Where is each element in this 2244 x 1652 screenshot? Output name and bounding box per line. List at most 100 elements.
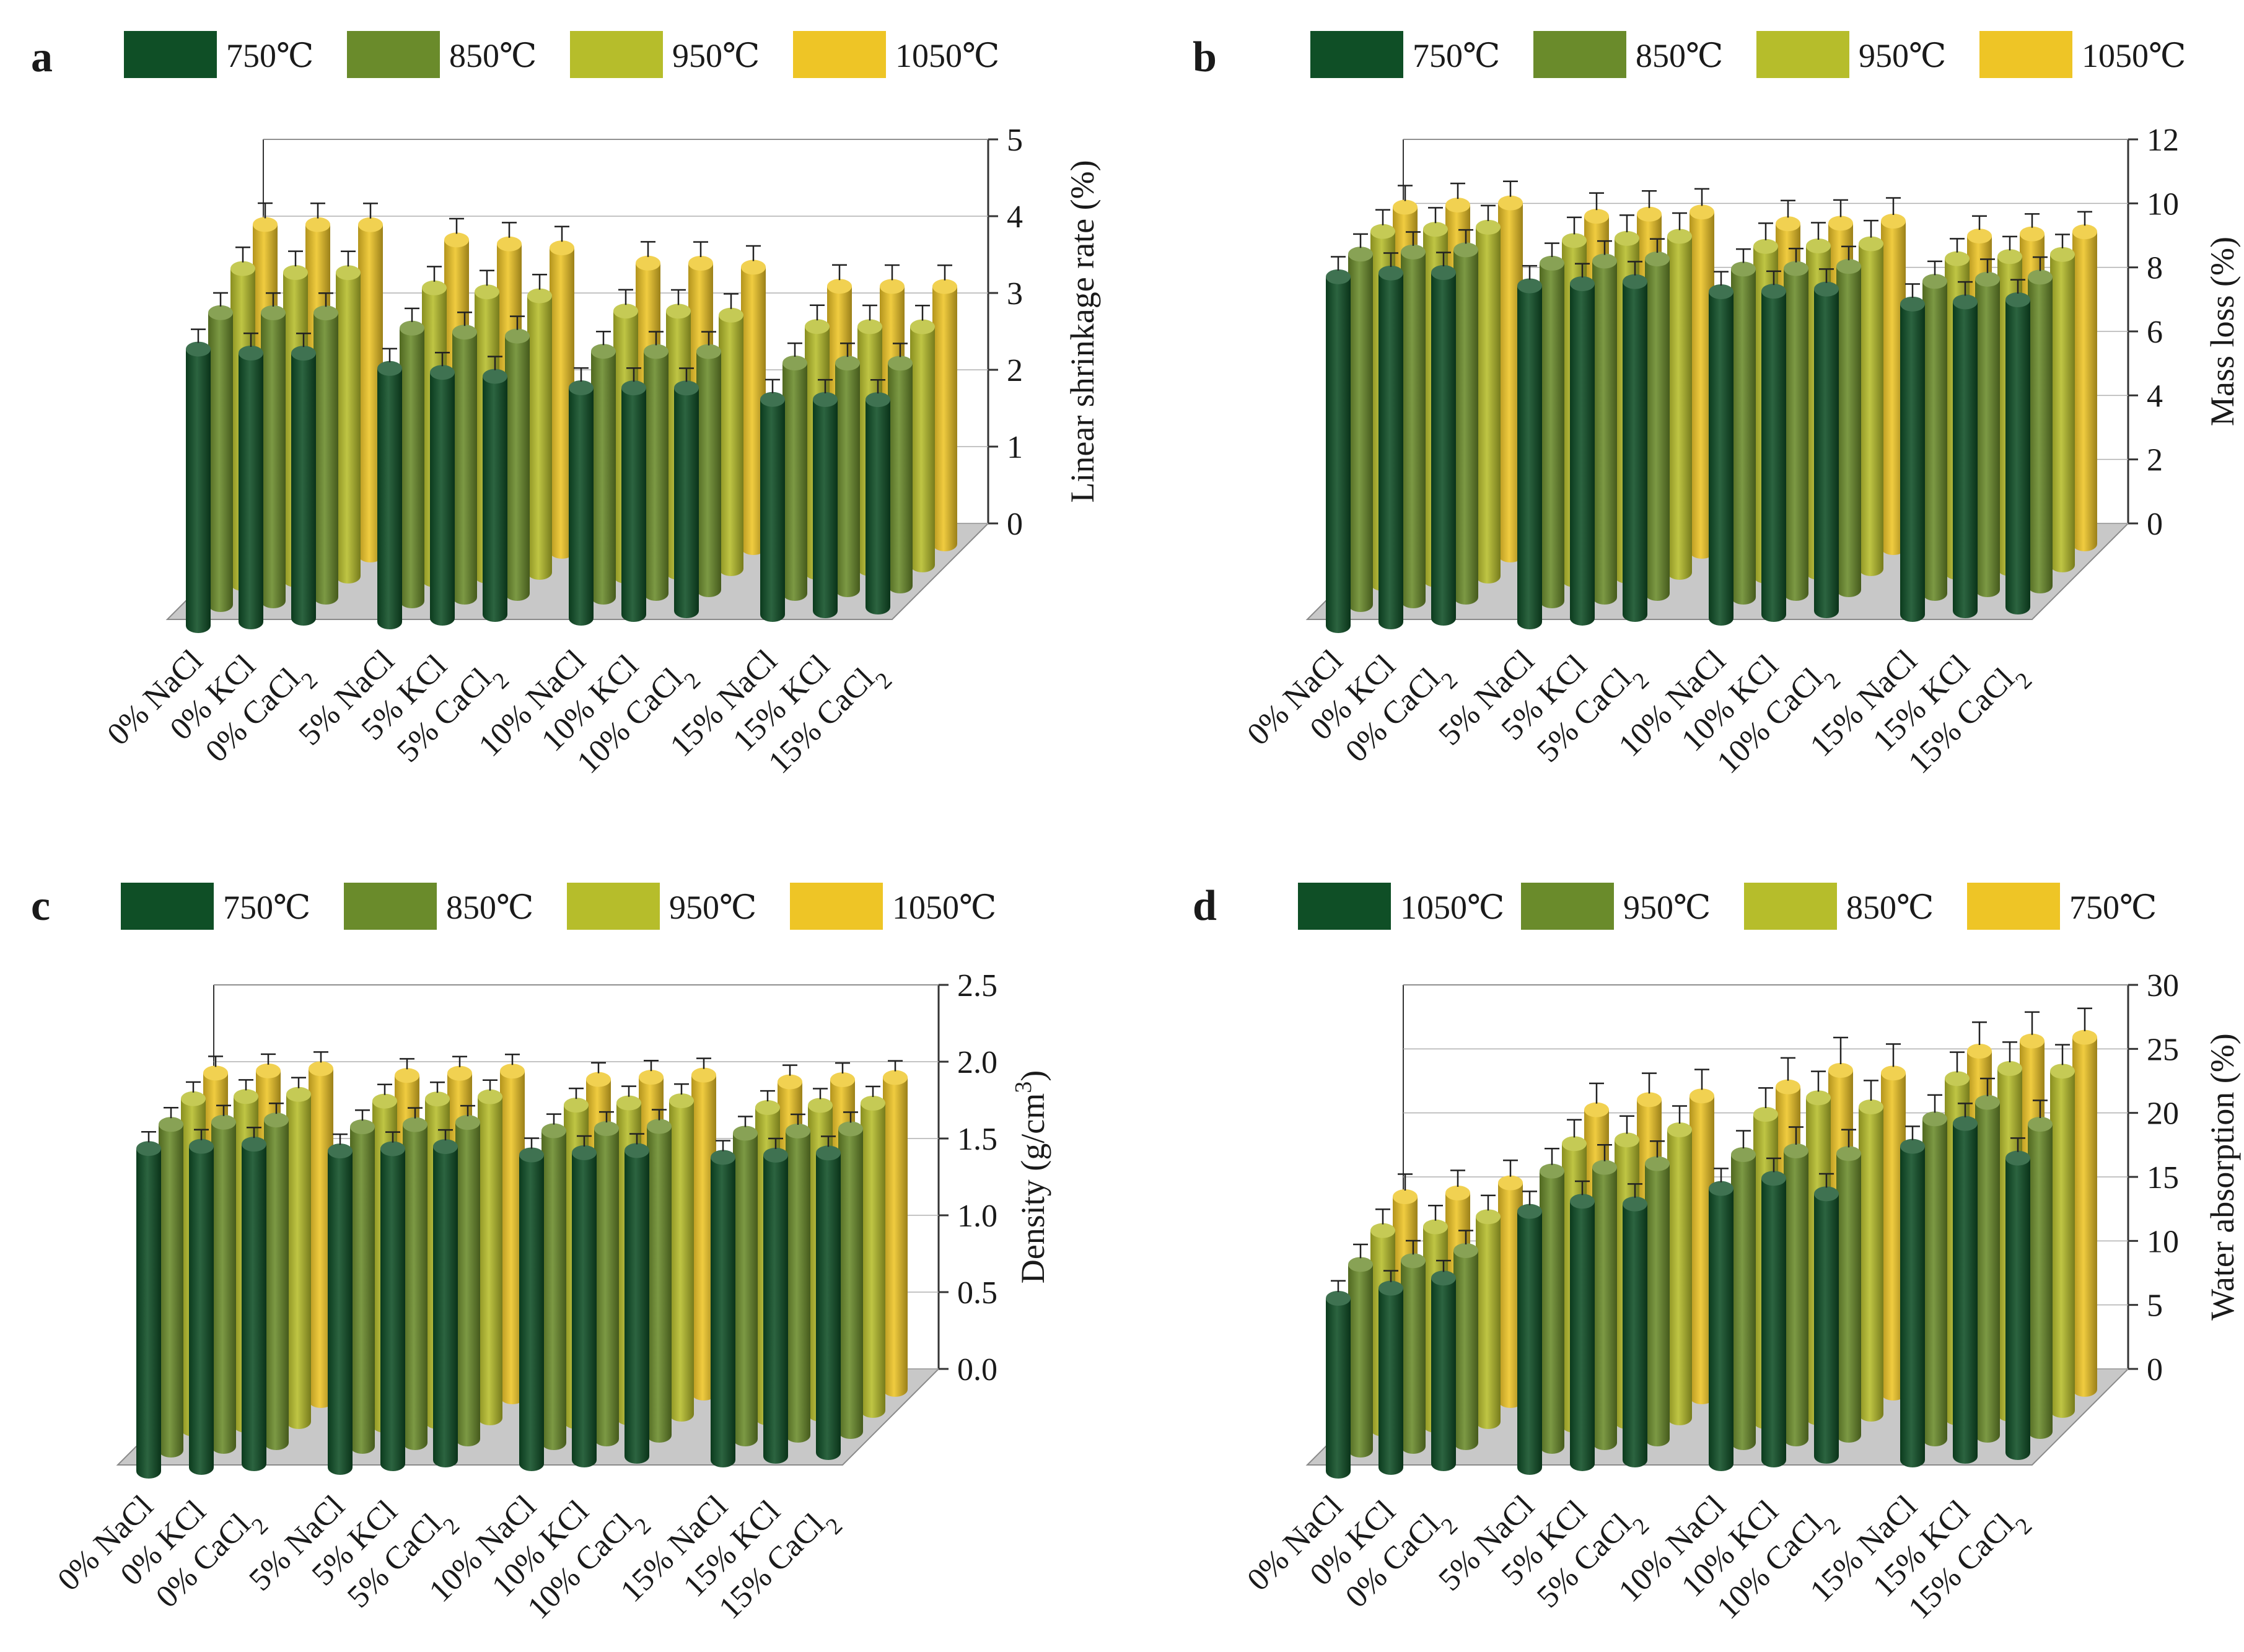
bar	[1922, 260, 1947, 601]
bar-cap	[1975, 1095, 2000, 1110]
y-tick-label: 30	[2147, 968, 2179, 1003]
bar-body	[644, 351, 668, 601]
bar-cap	[888, 356, 913, 371]
bar-cap	[1953, 294, 1978, 310]
bar-cap	[478, 1089, 502, 1104]
bar-cap	[430, 365, 455, 380]
bar	[782, 342, 807, 601]
bar	[519, 1137, 544, 1471]
bar-cap	[1731, 261, 1756, 277]
bar-body	[1378, 1288, 1403, 1475]
bar-cap	[1517, 278, 1542, 294]
legend: 750℃ 850℃ 950℃ 1050℃	[1310, 31, 2186, 78]
x-tick-label-sub: 2	[296, 668, 323, 694]
bar-body	[309, 1069, 333, 1408]
bar	[242, 1126, 266, 1471]
bar-body	[400, 328, 424, 608]
bar-cap	[483, 369, 507, 384]
bar	[452, 312, 477, 605]
bar	[336, 250, 361, 583]
bar-cap	[1828, 216, 1853, 231]
bar	[239, 332, 263, 629]
bar-body	[1453, 1251, 1478, 1450]
bar-body	[1667, 1130, 1692, 1425]
bar-cap	[1348, 1257, 1373, 1272]
bar-cap	[336, 265, 361, 281]
bar-cap	[377, 361, 402, 376]
legend-label: 1050℃	[892, 889, 996, 926]
bar-cap	[527, 288, 552, 304]
bar-cap	[500, 1064, 525, 1079]
bar-cap	[186, 341, 211, 357]
bar	[2028, 1099, 2053, 1439]
bar	[1690, 188, 1714, 559]
bar	[1709, 1168, 1733, 1471]
bar	[1326, 1280, 1351, 1479]
bar-cap	[564, 1098, 589, 1113]
bar-cap	[1859, 1099, 1883, 1114]
bar	[1953, 1103, 1978, 1464]
bar	[1378, 252, 1403, 629]
bar-body	[136, 1148, 161, 1479]
bar-cap	[433, 1139, 458, 1155]
bar-body	[838, 1129, 863, 1439]
bar-cap	[475, 284, 499, 300]
bar-cap	[1431, 265, 1456, 280]
bar-cap	[866, 392, 890, 408]
legend-label: 950℃	[1859, 37, 1946, 74]
bar-body	[1859, 1107, 1883, 1422]
bar	[550, 225, 574, 559]
bar-body	[1645, 259, 1670, 601]
bar	[621, 367, 646, 622]
bar-cap	[1348, 247, 1373, 262]
bar	[1401, 231, 1426, 608]
bar	[189, 1129, 214, 1475]
bar-body	[1326, 276, 1351, 633]
bar-body	[1922, 281, 1947, 601]
bar	[816, 1135, 841, 1460]
y-tick-label: 2.5	[957, 968, 997, 1003]
bar-body	[1900, 304, 1925, 622]
bar-cap	[328, 1143, 353, 1159]
bar-cap	[666, 304, 691, 319]
bar-cap	[586, 1072, 611, 1087]
x-tick-label-sub: 2	[1819, 668, 1846, 694]
bar-cap	[647, 1119, 672, 1134]
legend-swatch	[1756, 31, 1849, 78]
bar-cap	[1645, 1156, 1670, 1171]
bar	[1814, 268, 1839, 618]
bar-body	[2005, 300, 2030, 614]
bar-cap	[234, 1089, 258, 1104]
bar-cap	[505, 328, 530, 344]
bar-cap	[1814, 281, 1839, 297]
bar	[1348, 1243, 1373, 1458]
bar-cap	[1945, 1071, 1970, 1086]
bar-cap	[669, 1093, 694, 1109]
bar-cap	[1753, 1107, 1778, 1122]
bar-body	[1348, 1264, 1373, 1458]
bar-cap	[1326, 269, 1351, 284]
chart-panel-c: c 750℃ 850℃ 950℃ 1050℃ 0.0 0.5 1.0 1.5 2.0 2.5 Dens…	[31, 882, 1051, 1634]
bar-cap	[830, 1072, 855, 1088]
bar-body	[336, 273, 361, 583]
bar-cap	[1900, 296, 1925, 312]
bar-body	[733, 1133, 758, 1446]
bar	[1570, 1180, 1595, 1471]
bar	[377, 347, 402, 629]
bar-cap	[2020, 226, 2045, 242]
bar-cap	[1776, 216, 1800, 232]
legend-swatch	[1967, 883, 2060, 930]
y-tick-label: 15	[2147, 1160, 2179, 1195]
bar-body	[816, 1153, 841, 1460]
bar-body	[621, 388, 646, 622]
bar-cap	[621, 380, 646, 396]
bar-cap	[189, 1138, 214, 1154]
y-tick-label: 5	[1007, 123, 1023, 158]
bar-body	[591, 351, 616, 605]
x-tick-label-sub: 2	[2010, 1513, 2037, 1540]
bar	[1900, 1125, 1925, 1467]
bar-cap	[1562, 1136, 1587, 1152]
bar-body	[455, 1122, 480, 1446]
bar-cap	[1393, 1189, 1418, 1204]
panel-letter: c	[31, 882, 50, 930]
